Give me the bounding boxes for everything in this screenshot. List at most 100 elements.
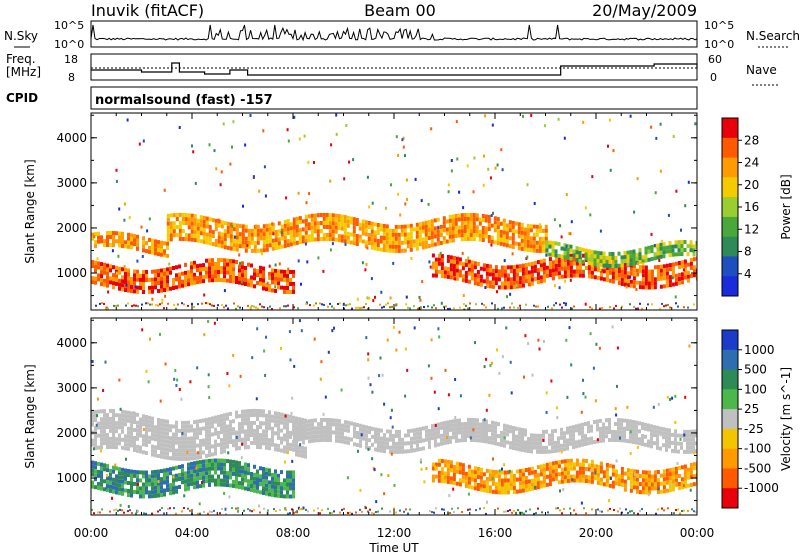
heatmap-cell (277, 419, 280, 424)
heatmap-cell (202, 471, 205, 476)
heatmap-cell (530, 482, 534, 487)
heatmap-cell (566, 442, 569, 447)
heatmap-cell (178, 228, 182, 233)
heatmap-cell (292, 490, 295, 495)
heatmap-cell (541, 248, 545, 253)
heatmap-cell (437, 430, 440, 435)
heatmap-cell (331, 229, 335, 234)
colorbar-frame (721, 329, 739, 509)
heatmap-cell (391, 305, 393, 308)
heatmap-cell (367, 376, 370, 380)
heatmap-cell (190, 461, 193, 466)
heatmap-cell (220, 220, 224, 225)
heatmap-cell (632, 420, 635, 424)
heatmap-cell (244, 470, 247, 475)
heatmap-cell (229, 483, 232, 488)
heatmap-cell (172, 490, 175, 495)
heatmap-cell (623, 471, 627, 476)
heatmap-cell (329, 418, 332, 423)
heatmap-cell (268, 410, 271, 415)
heatmap-cell (280, 228, 284, 233)
heatmap-cell (253, 432, 256, 437)
heatmap-cell (686, 449, 689, 454)
heatmap-cell (473, 438, 476, 443)
heatmap-cell (91, 232, 94, 237)
heatmap-cell (205, 445, 208, 450)
heatmap-cell (572, 478, 576, 483)
heatmap-cell (641, 307, 643, 310)
heatmap-cell (247, 421, 250, 426)
heatmap-cell (671, 276, 674, 280)
heatmap-cell (469, 217, 473, 221)
heatmap-cell (377, 444, 380, 449)
heatmap-cell (159, 509, 161, 512)
heatmap-cell (190, 221, 194, 226)
heatmap-cell (115, 281, 118, 286)
heatmap-cell (262, 437, 265, 442)
heatmap-cell (614, 473, 618, 478)
heatmap-cell (403, 236, 407, 241)
heatmap-cell (145, 451, 148, 455)
heatmap-cell (494, 429, 497, 434)
heatmap-cell (403, 510, 405, 513)
heatmap-cell (226, 372, 229, 375)
heatmap-cell (109, 472, 112, 477)
heatmap-cell (325, 225, 329, 229)
heatmap-cell (500, 470, 504, 475)
heatmap-cell (313, 237, 317, 242)
heatmap-cell (596, 254, 600, 259)
heatmap-cell (476, 467, 480, 471)
heatmap-cell (469, 237, 473, 241)
heatmap-cell (145, 241, 148, 246)
heatmap-cell (674, 437, 677, 442)
heatmap-cell (323, 425, 326, 430)
heatmap-cell (551, 449, 554, 454)
heatmap-cell (437, 253, 441, 258)
heatmap-cell (223, 306, 225, 309)
heatmap-cell (376, 247, 380, 251)
heatmap-cell (97, 473, 100, 478)
date-title: 20/May/2009 (592, 1, 697, 20)
heatmap-cell (286, 474, 289, 479)
heatmap-cell (344, 428, 347, 433)
heatmap-cell (226, 416, 229, 421)
heatmap-cell (202, 263, 205, 268)
heatmap-cell (447, 511, 449, 514)
heatmap-cell (139, 449, 142, 454)
heatmap-cell (305, 508, 307, 511)
heatmap-cell (458, 478, 462, 483)
heatmap-cell (317, 430, 320, 435)
heatmap-cell (398, 445, 401, 450)
heatmap-cell (380, 473, 383, 477)
heatmap-cell (407, 449, 410, 454)
heatmap-cell (415, 242, 419, 247)
heatmap-cell (421, 245, 425, 250)
heatmap-cell (602, 438, 605, 443)
heatmap-cell (668, 249, 672, 254)
heatmap-cell (157, 446, 160, 450)
heatmap-cell (674, 429, 677, 434)
heatmap-cell (127, 469, 130, 473)
heatmap-cell (106, 231, 109, 235)
heatmap-cell (124, 280, 127, 284)
heatmap-cell (479, 475, 483, 480)
heatmap-cell (494, 474, 498, 479)
heatmap-cell (570, 363, 573, 367)
heatmap-cell (448, 230, 452, 235)
heatmap-cell (434, 466, 438, 471)
heatmap-cell (262, 413, 265, 418)
heatmap-cell (94, 485, 97, 490)
heatmap-cell (572, 249, 576, 254)
heatmap-cell (175, 477, 178, 482)
heatmap-cell (665, 480, 669, 485)
heatmap-cell (187, 278, 190, 283)
heatmap-cell (256, 441, 259, 445)
heatmap-cell (686, 471, 690, 476)
heatmap-cell (259, 445, 262, 450)
heatmap-cell (662, 268, 666, 273)
heatmap-cell (470, 268, 474, 273)
heatmap-cell (97, 511, 99, 514)
heatmap-cell (650, 486, 654, 491)
heatmap-cell (524, 444, 527, 449)
heatmap-cell (213, 149, 216, 153)
